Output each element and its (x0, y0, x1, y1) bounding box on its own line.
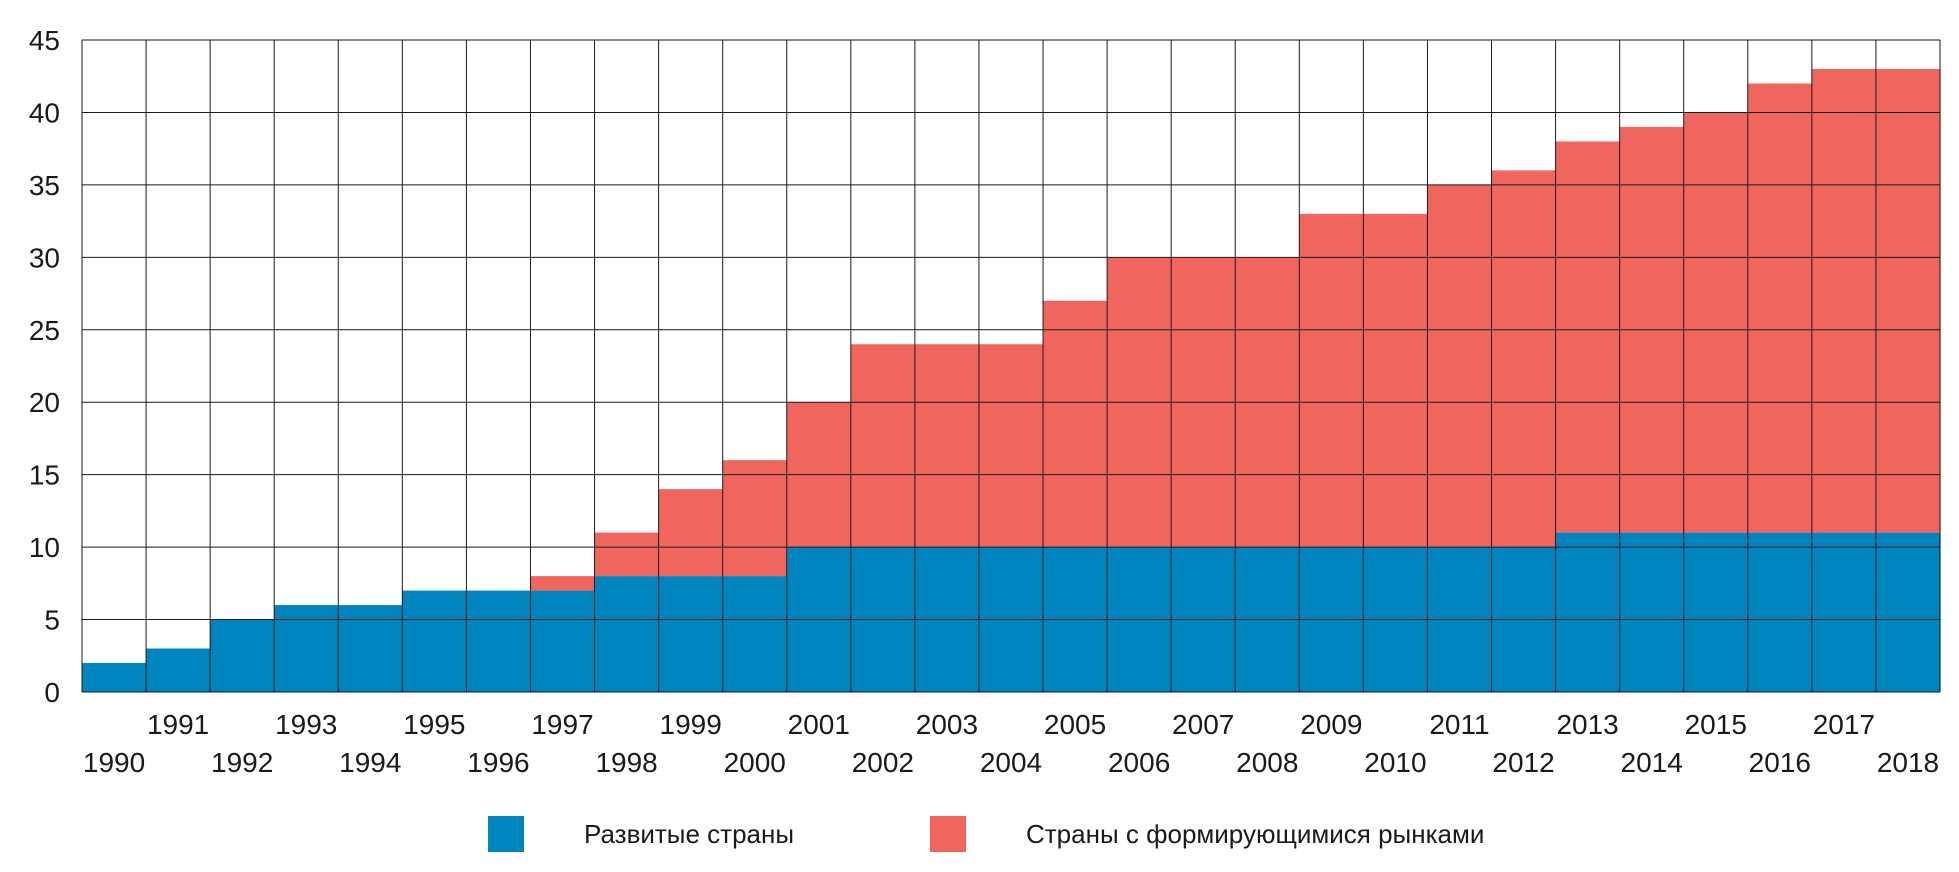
legend: Развитые страны Страны с формирующимися … (0, 812, 1959, 862)
x-tick-label-1999: 1999 (660, 709, 722, 740)
x-tick-label-2015: 2015 (1685, 709, 1747, 740)
area-segment-emerging-2011 (1427, 184, 1493, 548)
y-tick-label-5: 5 (44, 605, 60, 636)
area-segment-developed-1993 (274, 605, 339, 692)
x-tick-label-1995: 1995 (403, 709, 465, 740)
x-tick-label-2000: 2000 (724, 747, 786, 778)
area-segment-emerging-2002 (850, 344, 916, 548)
y-tick-label-40: 40 (29, 97, 60, 128)
area-segment-developed-1994 (338, 605, 403, 692)
y-axis: 0 5 10 15 20 25 30 35 40 45 (29, 25, 60, 708)
x-tick-label-2017: 2017 (1813, 709, 1875, 740)
area-segment-developed-2018 (1875, 532, 1941, 692)
x-tick-label-2014: 2014 (1621, 747, 1683, 778)
x-tick-label-2009: 2009 (1300, 709, 1362, 740)
x-tick-label-2011: 2011 (1429, 709, 1489, 740)
x-tick-label-2004: 2004 (980, 747, 1042, 778)
y-tick-label-30: 30 (29, 242, 60, 273)
x-tick-label-1997: 1997 (531, 709, 593, 740)
x-tick-label-1996: 1996 (467, 747, 529, 778)
x-tick-label-2003: 2003 (916, 709, 978, 740)
y-tick-label-10: 10 (29, 532, 60, 563)
area-segment-developed-1990 (82, 663, 147, 692)
legend-item-emerging: Страны с формирующимися рынками (930, 812, 1484, 856)
x-tick-label-2016: 2016 (1749, 747, 1811, 778)
legend-swatch-emerging (930, 816, 966, 852)
area-segment-developed-1998 (594, 576, 660, 692)
x-tick-label-1998: 1998 (595, 747, 657, 778)
y-tick-label-0: 0 (44, 677, 60, 708)
series-developed (82, 532, 1941, 692)
y-tick-label-20: 20 (29, 387, 60, 418)
x-tick-label-2002: 2002 (852, 747, 914, 778)
area-segment-emerging-1999 (658, 489, 724, 577)
area-segment-developed-1996 (466, 590, 532, 692)
area-segment-emerging-2013 (1555, 141, 1621, 533)
x-tick-label-1991: 1991 (147, 709, 209, 740)
area-segment-emerging-2003 (914, 344, 980, 548)
x-tick-label-1994: 1994 (339, 747, 401, 778)
area-segment-emerging-2012 (1491, 170, 1557, 548)
legend-label-developed: Развитые страны (584, 818, 795, 849)
x-tick-label-2008: 2008 (1236, 747, 1298, 778)
area-segment-developed-2015 (1683, 532, 1749, 692)
x-tick-label-2012: 2012 (1492, 747, 1554, 778)
x-tick-label-2013: 2013 (1556, 709, 1618, 740)
x-axis: 1990199119921993199419951996199719981999… (83, 709, 1939, 778)
area-segment-emerging-2016 (1747, 83, 1813, 533)
x-tick-label-2006: 2006 (1108, 747, 1170, 778)
x-tick-label-2005: 2005 (1044, 709, 1106, 740)
area-segment-emerging-2000 (722, 460, 788, 577)
area-segment-developed-2014 (1619, 532, 1685, 692)
area-segment-emerging-2018 (1875, 68, 1941, 533)
area-segment-developed-1997 (530, 590, 596, 692)
area-segment-emerging-2004 (978, 344, 1044, 548)
area-segment-emerging-2015 (1683, 112, 1749, 533)
area-segment-emerging-1998 (594, 532, 660, 577)
area-segment-developed-2013 (1555, 532, 1621, 692)
y-tick-label-15: 15 (29, 460, 60, 491)
x-tick-label-2001: 2001 (788, 709, 850, 740)
legend-label-emerging: Страны с формирующимися рынками (1026, 818, 1485, 849)
area-segment-emerging-2010 (1363, 213, 1429, 548)
y-tick-label-25: 25 (29, 315, 60, 346)
x-tick-label-1992: 1992 (211, 747, 273, 778)
area-segment-developed-1991 (146, 648, 211, 692)
area-segment-developed-2000 (722, 576, 788, 692)
gridlines (81, 39, 1941, 693)
x-tick-label-2018: 2018 (1877, 747, 1939, 778)
x-tick-label-2007: 2007 (1172, 709, 1234, 740)
area-segment-developed-2016 (1747, 532, 1813, 692)
area-segment-emerging-2005 (1043, 300, 1108, 548)
area-segment-developed-1995 (402, 590, 468, 692)
y-tick-label-35: 35 (29, 170, 60, 201)
area-segment-developed-1992 (210, 619, 275, 692)
area-segment-developed-2017 (1811, 532, 1877, 692)
legend-item-developed: Развитые страны (488, 812, 794, 856)
area-segment-emerging-2017 (1811, 68, 1877, 533)
area-segment-emerging-2009 (1299, 213, 1364, 548)
x-tick-label-1993: 1993 (275, 709, 337, 740)
x-tick-label-1990: 1990 (83, 747, 145, 778)
y-tick-label-45: 45 (29, 25, 60, 56)
area-segment-emerging-1997 (530, 576, 596, 591)
x-tick-label-2010: 2010 (1364, 747, 1426, 778)
area-segment-developed-1999 (658, 576, 724, 692)
legend-swatch-developed (488, 816, 524, 852)
